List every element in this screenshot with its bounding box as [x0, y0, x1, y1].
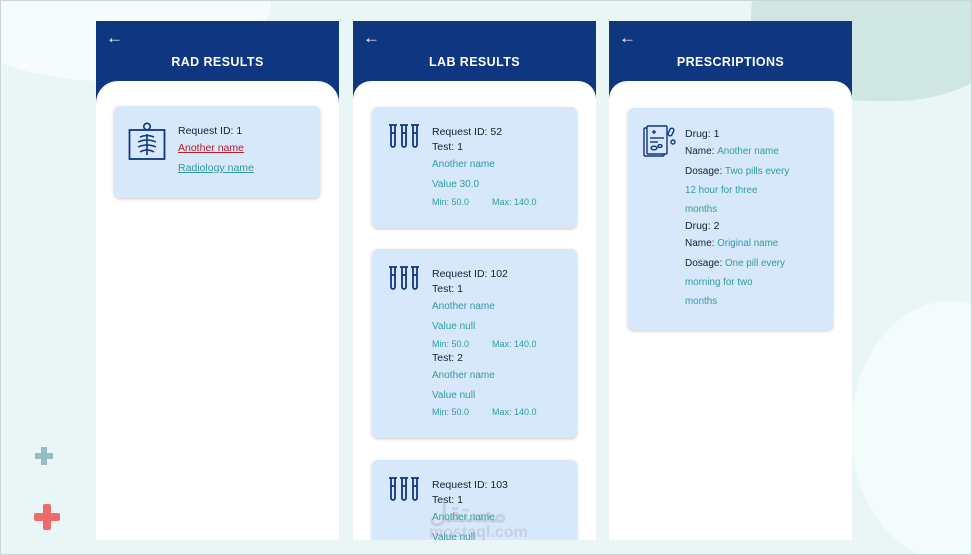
decorative-blob: [851, 301, 971, 554]
test-min: Min: 50.0: [432, 197, 470, 207]
request-id: Request ID: 1: [178, 125, 243, 137]
test-number: Test: 1: [432, 283, 463, 295]
lab-results-screen: ← LAB RESULTS Request ID: 52 Test: 1 Ano…: [353, 21, 596, 540]
test-tubes-icon: [389, 477, 419, 501]
dosage-text: months: [685, 204, 718, 215]
prescription-icon: [643, 125, 676, 157]
lab-result-card[interactable]: Request ID: 102 Test: 1 Another name Val…: [372, 249, 577, 438]
test-min: Min: 50.0: [432, 339, 470, 349]
back-arrow-icon[interactable]: ←: [619, 28, 636, 47]
lab-result-card[interactable]: Request ID: 52 Test: 1 Another name Valu…: [372, 107, 577, 228]
drug-name: Original name: [717, 238, 779, 249]
test-name: Another name: [432, 301, 495, 312]
test-value: Value null: [432, 532, 476, 540]
screen-body: Request ID: 1 Another name Radiology nam…: [96, 81, 339, 540]
test-value: Value null: [432, 390, 476, 401]
dosage-label: Dosage:: [685, 166, 723, 177]
test-number: Test: 1: [432, 494, 463, 506]
request-id: Request ID: 102: [432, 268, 508, 280]
test-value: Value 30.0: [432, 179, 480, 190]
dosage-text: 12 hour for three: [685, 185, 758, 196]
lab-result-card[interactable]: Request ID: 103 Test: 1 Another name Val…: [372, 460, 577, 540]
drug-number: Drug: 2: [685, 220, 720, 232]
dosage-text: morning for two: [685, 277, 753, 288]
plus-icon: [35, 447, 53, 465]
watermark-logo-text: مستقل: [429, 498, 507, 528]
screen-title: PRESCRIPTIONS: [676, 55, 785, 69]
drug-name: Another name: [717, 146, 779, 157]
test-max: Max: 140.0: [492, 407, 537, 417]
rad-results-screen: ← RAD RESULTS Request ID: 1 Another name…: [96, 21, 339, 540]
drug-name-row: Name: Another name: [685, 146, 779, 157]
test-min: Min: 50.0: [432, 407, 470, 417]
request-id: Request ID: 52: [432, 126, 503, 138]
screen-title: RAD RESULTS: [171, 55, 264, 69]
screen-body: Drug: 1 Name: Another name Dosage: Two p…: [609, 81, 852, 540]
test-tubes-icon: [389, 266, 419, 290]
patient-name-link[interactable]: Another name: [178, 142, 244, 154]
test-number: Test: 1: [432, 141, 463, 153]
test-name: Another name: [432, 370, 495, 381]
xray-icon: [128, 122, 166, 160]
prescription-card[interactable]: Drug: 1 Name: Another name Dosage: Two p…: [628, 108, 833, 330]
dosage-row: Dosage: One pill every: [685, 258, 785, 269]
back-arrow-icon[interactable]: ←: [106, 28, 123, 47]
prescriptions-screen: ← PRESCRIPTIONS Drug: 1: [609, 21, 852, 540]
test-max: Max: 140.0: [492, 197, 537, 207]
rad-result-card[interactable]: Request ID: 1 Another name Radiology nam…: [114, 106, 320, 198]
watermark: مستقل mostaql.com: [429, 498, 528, 541]
dosage-text: months: [685, 296, 718, 307]
request-id: Request ID: 103: [432, 479, 508, 491]
test-name: Another name: [432, 512, 495, 523]
test-value: Value null: [432, 321, 476, 332]
name-label: Name:: [685, 146, 715, 157]
drug-name-row: Name: Original name: [685, 238, 778, 249]
dosage-text: One pill every: [725, 258, 785, 269]
watermark-url: mostaql.com: [429, 524, 528, 541]
dosage-text: Two pills every: [725, 166, 790, 177]
back-arrow-icon[interactable]: ←: [363, 28, 380, 47]
screen-title: LAB RESULTS: [429, 55, 520, 69]
radiology-name-link[interactable]: Radiology name: [178, 162, 254, 174]
dosage-label: Dosage:: [685, 258, 723, 269]
test-number: Test: 2: [432, 352, 463, 364]
test-name: Another name: [432, 159, 495, 170]
screen-body: Request ID: 52 Test: 1 Another name Valu…: [353, 81, 596, 540]
name-label: Name:: [685, 238, 715, 249]
medical-cross-icon: [34, 504, 60, 530]
dosage-row: Dosage: Two pills every: [685, 166, 789, 177]
test-max: Max: 140.0: [492, 339, 537, 349]
drug-number: Drug: 1: [685, 128, 720, 140]
test-tubes-icon: [389, 124, 419, 148]
